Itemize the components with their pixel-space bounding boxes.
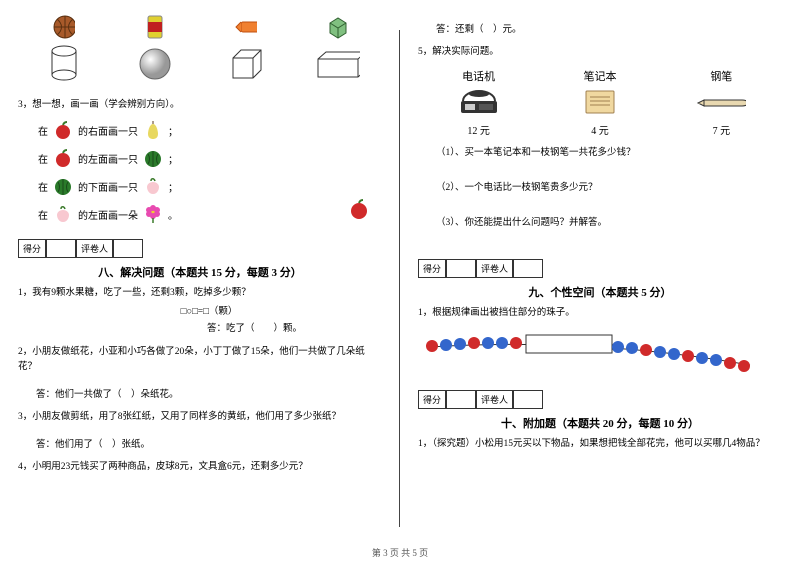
- score-blank: [46, 239, 76, 258]
- q3-text: 3，想一想，画一画（学会辨别方向）。: [18, 98, 382, 113]
- q3d-pre: 在: [38, 207, 48, 222]
- score-box-10: 得分 评卷人: [418, 390, 782, 409]
- q3b-line: 在 的左面画一只 ；: [38, 147, 382, 169]
- notebook-icon: [575, 88, 625, 118]
- shapes-row: [18, 44, 382, 84]
- apple-icon: [52, 119, 74, 141]
- q3b-pre: 在: [38, 151, 48, 166]
- item-phone: 电话机 12 元: [454, 68, 504, 137]
- candy-icon: [235, 16, 257, 38]
- q3a-end: ；: [168, 123, 178, 138]
- section-9-header: 九、个性空间（本题共 5 分）: [418, 284, 782, 300]
- page-footer: 第 3 页 共 5 页: [0, 540, 800, 559]
- item-phone-price: 12 元: [454, 122, 504, 137]
- item-notebook: 笔记本 4 元: [575, 68, 625, 137]
- section-8-header: 八、解决问题（本题共 15 分，每题 3 分）: [18, 264, 382, 280]
- q4-ans: 答：还剩（ ）元。: [436, 22, 782, 39]
- q3c-line: 在 的下面画一只 ；: [38, 175, 382, 197]
- pear-icon: [142, 119, 164, 141]
- q3d-line: 在 的左面画一朵 。: [38, 203, 382, 225]
- apple-icon: [52, 147, 74, 169]
- q8-1-ans: 答：吃了（ ）颗。: [36, 321, 382, 338]
- right-column: 答：还剩（ ）元。 5，解决实际问题。 电话机 12 元 笔记本 4 元 钢笔 …: [400, 0, 800, 540]
- score-label: 得分: [418, 390, 446, 409]
- top-objects-row: [18, 16, 382, 38]
- item-phone-label: 电话机: [454, 68, 504, 84]
- peach-icon: [142, 175, 164, 197]
- cuboid-icon: [314, 44, 360, 84]
- score-box-8: 得分 评卷人: [18, 239, 382, 258]
- watermelon-icon: [142, 147, 164, 169]
- score-blank: [446, 259, 476, 278]
- basketball-icon: [53, 16, 75, 38]
- q3c-pre: 在: [38, 179, 48, 194]
- item-pen-label: 钢笔: [696, 68, 746, 84]
- section-10-header: 十、附加题（本题共 20 分，每题 10 分）: [418, 415, 782, 431]
- q3d-end: 。: [168, 207, 178, 222]
- q3b-post: 的左面画一只: [78, 151, 138, 166]
- q5-1: （1）、买一本笔记本和一枝钢笔一共花多少钱？: [436, 145, 782, 162]
- q8-1-eq: □○□=□（颗）: [36, 304, 382, 321]
- floating-apple-icon: [348, 198, 370, 223]
- q5-2: （2）、一个电话比一枝钢笔贵多少元？: [436, 180, 782, 197]
- reviewer-blank: [513, 259, 543, 278]
- sphere-icon: [132, 44, 178, 84]
- cylinder-icon: [41, 44, 87, 84]
- item-pen-price: 7 元: [696, 122, 746, 137]
- item-notebook-label: 笔记本: [575, 68, 625, 84]
- cube-icon: [326, 16, 348, 38]
- q9-1: 1，根据规律画出被挡住部分的珠子。: [418, 306, 782, 321]
- beads-figure: [418, 329, 782, 376]
- reviewer-label: 评卷人: [476, 390, 513, 409]
- watermelon-icon: [52, 175, 74, 197]
- item-pen: 钢笔 7 元: [696, 68, 746, 137]
- q5: 5，解决实际问题。: [418, 45, 782, 60]
- phone-icon: [454, 88, 504, 118]
- left-column: 3，想一想，画一画（学会辨别方向）。 在 的右面画一只 ； 在 的左面画一只 ；…: [0, 0, 400, 540]
- peach-icon: [52, 203, 74, 225]
- item-notebook-price: 4 元: [575, 122, 625, 137]
- q8-2: 2，小朋友做纸花，小亚和小巧各做了20朵，小丁丁做了15朵，他们一共做了几朵纸花…: [18, 345, 382, 375]
- q8-2-ans: 答：他们一共做了（ ）朵纸花。: [36, 387, 382, 404]
- score-box-9: 得分 评卷人: [418, 259, 782, 278]
- reviewer-label: 评卷人: [76, 239, 113, 258]
- q5-3: （3）、你还能提出什么问题吗？并解答。: [436, 215, 782, 232]
- q8-3: 3，小朋友做剪纸，用了8张红纸，又用了同样多的黄纸，他们用了多少张纸？: [18, 410, 382, 425]
- q8-4: 4，小明用23元钱买了两种商品，皮球8元，文具盒6元，还剩多少元？: [18, 460, 382, 475]
- items-row: 电话机 12 元 笔记本 4 元 钢笔 7 元: [418, 68, 782, 137]
- pen-icon: [696, 88, 746, 118]
- score-blank: [446, 390, 476, 409]
- reviewer-label: 评卷人: [476, 259, 513, 278]
- q3c-end: ；: [168, 179, 178, 194]
- column-divider: [399, 30, 400, 527]
- q3d-post: 的左面画一朵: [78, 207, 138, 222]
- q3a-post: 的右面画一只: [78, 123, 138, 138]
- score-label: 得分: [418, 259, 446, 278]
- q3c-post: 的下面画一只: [78, 179, 138, 194]
- score-label: 得分: [18, 239, 46, 258]
- q8-1: 1，我有9颗水果糖，吃了一些，还剩3颗，吃掉多少颗？: [18, 286, 382, 301]
- q3a-line: 在 的右面画一只 ；: [38, 119, 382, 141]
- q8-3-ans: 答：他们用了（ ）张纸。: [36, 437, 382, 454]
- cube-outline-icon: [223, 44, 269, 84]
- q3b-end: ；: [168, 151, 178, 166]
- can-icon: [144, 16, 166, 38]
- q3a-pre: 在: [38, 123, 48, 138]
- reviewer-blank: [513, 390, 543, 409]
- q10-1: 1，（探究题）小松用15元买以下物品，如果想把钱全部花完，他可以买哪几4物品？: [418, 437, 782, 452]
- reviewer-blank: [113, 239, 143, 258]
- flower-icon: [142, 203, 164, 225]
